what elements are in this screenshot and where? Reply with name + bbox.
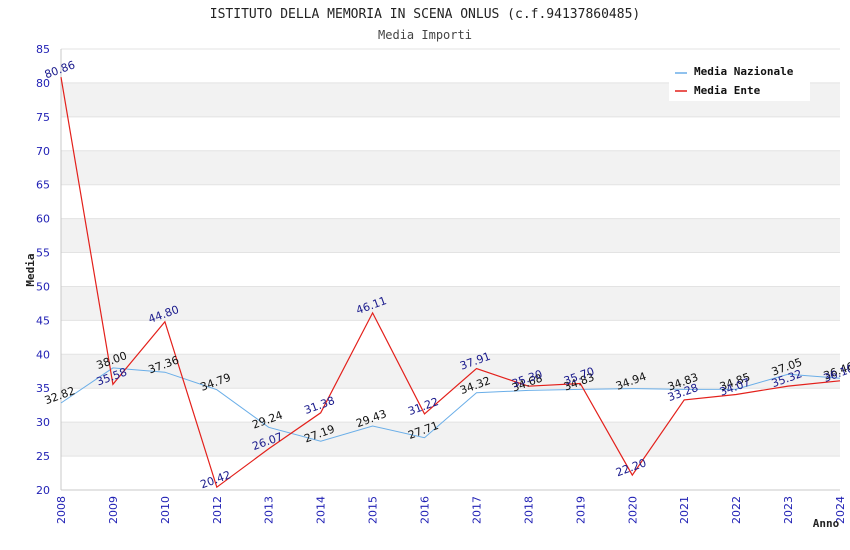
x-tick-label: 2009 <box>107 496 120 524</box>
y-tick-label: 30 <box>36 416 50 429</box>
grid-band <box>61 218 840 253</box>
x-tick-label: 2010 <box>159 496 172 524</box>
y-tick-label: 20 <box>36 484 50 497</box>
grid-lines <box>61 48 840 491</box>
series-lines <box>60 77 841 489</box>
x-tick-label: 2024 <box>834 496 847 524</box>
x-tick-label: 2013 <box>263 496 276 524</box>
chart-title: ISTITUTO DELLA MEMORIA IN SCENA ONLUS (c… <box>210 7 640 22</box>
grid-band <box>61 150 840 185</box>
legend-label-media-nazionale: Media Nazionale <box>694 65 794 78</box>
grid-band <box>61 422 840 457</box>
y-tick-label: 65 <box>36 179 50 192</box>
y-tick-label: 70 <box>36 145 50 158</box>
x-tick-label: 2022 <box>730 496 743 524</box>
legend-label-media-ente: Media Ente <box>694 84 761 97</box>
series-line-media-ente <box>60 77 841 489</box>
y-tick-label: 55 <box>36 247 50 260</box>
x-axis-ticks: 2008 2009 2010 2012 2013 2014 2015 2016 2017 2018… <box>55 496 847 524</box>
grid-band <box>61 116 840 151</box>
grid-band <box>61 456 840 490</box>
y-tick-label: 50 <box>36 280 50 293</box>
x-axis-label: Anno <box>813 517 840 530</box>
x-tick-label: 2012 <box>211 496 224 524</box>
series-line-media-nazionale <box>60 367 841 442</box>
grid-band <box>61 184 840 219</box>
legend-box <box>669 60 810 101</box>
y-tick-label: 40 <box>36 348 50 361</box>
x-tick-label: 2019 <box>574 496 587 524</box>
x-tick-label: 2023 <box>782 496 795 524</box>
y-tick-label: 75 <box>36 111 50 124</box>
y-tick-label: 60 <box>36 213 50 226</box>
axes <box>60 49 840 491</box>
x-tick-label: 2021 <box>678 496 691 524</box>
grid-band <box>61 320 840 355</box>
x-tick-label: 2020 <box>626 496 639 524</box>
grid-band <box>61 354 840 389</box>
x-tick-label: 2008 <box>55 496 68 524</box>
y-axis-label: Media <box>24 253 37 286</box>
grid-band <box>61 286 840 321</box>
grid-band <box>61 252 840 287</box>
x-tick-label: 2014 <box>315 496 328 524</box>
x-tick-label: 2018 <box>522 496 535 524</box>
grid-bands <box>61 49 840 490</box>
y-tick-label: 45 <box>36 314 50 327</box>
y-axis-ticks: 20 25 30 35 40 45 50 55 60 65 70 75 80 85 <box>36 43 50 497</box>
y-tick-label: 80 <box>36 77 50 90</box>
y-tick-label: 25 <box>36 450 50 463</box>
x-tick-label: 2017 <box>470 496 483 524</box>
x-tick-label: 2015 <box>367 496 380 524</box>
legend: Media Nazionale Media Ente <box>669 60 810 101</box>
x-tick-label: 2016 <box>419 496 432 524</box>
chart-subtitle: Media Importi <box>378 28 472 42</box>
y-tick-label: 85 <box>36 43 50 56</box>
y-tick-label: 35 <box>36 382 50 395</box>
